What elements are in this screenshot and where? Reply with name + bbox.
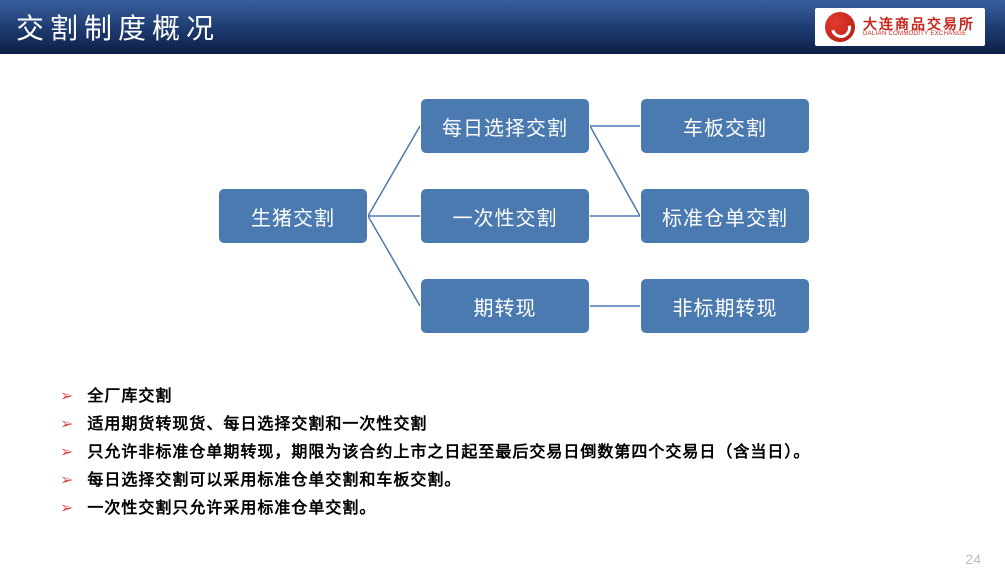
slide-header: 交割制度概况 大连商品交易所 DALIAN COMMODITY EXCHANGE [0,0,1005,54]
bullet-text: 只允许非标准仓单期转现，期限为该合约上市之日起至最后交易日倒数第四个交易日（含当… [87,441,810,465]
node-r2: 标准仓单交割 [640,188,810,244]
bullet-marker-icon: ➢ [60,413,73,437]
bullet-marker-icon: ➢ [60,469,73,493]
node-root: 生猪交割 [218,188,368,244]
node-m1: 每日选择交割 [420,98,590,154]
bullet-marker-icon: ➢ [60,441,73,465]
logo-en: DALIAN COMMODITY EXCHANGE [863,31,975,37]
slide-title: 交割制度概况 [16,7,220,47]
bullet-text: 适用期货转现货、每日选择交割和一次性交割 [87,413,427,437]
node-m3: 期转现 [420,278,590,334]
logo-cn: 大连商品交易所 [863,17,975,31]
node-m2: 一次性交割 [420,188,590,244]
bullet-text: 全厂库交割 [87,385,172,409]
bullet-marker-icon: ➢ [60,497,73,521]
page-number: 24 [965,551,981,567]
bullet-text: 一次性交割只允许采用标准仓单交割。 [87,497,376,521]
list-item: ➢ 适用期货转现货、每日选择交割和一次性交割 [60,413,965,437]
edge-root-m3 [368,216,420,306]
bullet-text: 每日选择交割可以采用标准仓单交割和车板交割。 [87,469,461,493]
bullet-list: ➢ 全厂库交割 ➢ 适用期货转现货、每日选择交割和一次性交割 ➢ 只允许非标准仓单期转现，… [60,385,965,525]
flow-diagram: 生猪交割每日选择交割一次性交割期转现 车板交割标准仓单交割非标期转现 [0,78,1005,348]
list-item: ➢ 每日选择交割可以采用标准仓单交割和车板交割。 [60,469,965,493]
edge-m1-r2 [590,126,640,216]
node-r1: 车板交割 [640,98,810,154]
node-r3: 非标期转现 [640,278,810,334]
list-item: ➢ 只允许非标准仓单期转现，期限为该合约上市之日起至最后交易日倒数第四个交易日（含… [60,441,965,465]
bullet-marker-icon: ➢ [60,385,73,409]
logo-text: 大连商品交易所 DALIAN COMMODITY EXCHANGE [863,17,975,37]
logo-icon [825,12,855,42]
logo: 大连商品交易所 DALIAN COMMODITY EXCHANGE [815,8,985,46]
list-item: ➢ 全厂库交割 [60,385,965,409]
edge-root-m1 [368,126,420,216]
list-item: ➢ 一次性交割只允许采用标准仓单交割。 [60,497,965,521]
